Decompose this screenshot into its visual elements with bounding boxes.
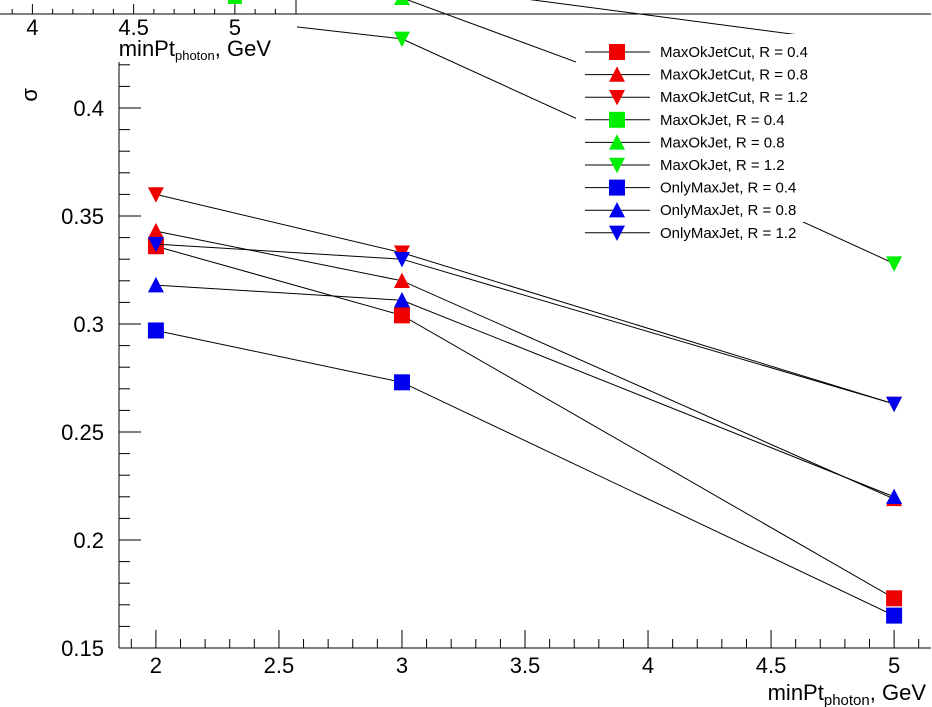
data-point: [886, 488, 903, 504]
series-line: [529, 0, 895, 49]
legend-item: OnlyMaxJet, R = 0.4: [585, 179, 796, 197]
data-point: [147, 236, 164, 253]
data-point: [147, 276, 164, 293]
legend-label: MaxOkJet, R = 1.2: [660, 157, 785, 174]
x-tick-label: 4.5: [756, 653, 787, 678]
legend-marker: [609, 134, 625, 150]
x-axis-title: minPtphoton, GeV: [768, 680, 927, 707]
x-tick-label: 4: [642, 653, 654, 678]
legend-item: OnlyMaxJet, R = 0.8: [585, 202, 796, 219]
legend-marker: [609, 157, 625, 174]
y-tick-labels: 0.15 0.2 0.25 0.3 0.35 0.4: [61, 96, 104, 661]
inset-data-point: [227, 0, 242, 4]
inset-x-axis-title-unit: , GeV: [215, 36, 272, 61]
series-1: [147, 238, 903, 607]
legend-item: OnlyMaxJet, R = 1.2: [585, 225, 796, 242]
series-8: [147, 276, 903, 504]
inset-x-axis-title: minPtphoton, GeV: [119, 36, 272, 63]
series-line: [155, 245, 895, 599]
inset-panel: 4 4.5 5: [0, 0, 931, 62]
data-point: [393, 31, 410, 48]
legend-label: MaxOkJet, R = 0.4: [660, 112, 785, 129]
y-tick-label: 0.35: [61, 204, 104, 229]
inset-x-tick-label: 5: [229, 15, 241, 40]
data-point: [393, 307, 410, 324]
x-tick-label: 3: [396, 653, 408, 678]
x-axis-title-main: minPt: [768, 680, 824, 705]
series-line: [155, 329, 895, 617]
legend-label: OnlyMaxJet, R = 0.8: [660, 202, 796, 219]
legend-item: MaxOkJetCut, R = 0.4: [585, 44, 808, 61]
axis-ticks: [119, 0, 920, 649]
legend-label: OnlyMaxJet, R = 0.4: [660, 180, 796, 197]
x-tick-label: 2.5: [264, 653, 295, 678]
x-axis-title-unit: , GeV: [870, 680, 927, 705]
series-line: [155, 243, 895, 405]
data-point: [393, 374, 410, 391]
data-point: [886, 396, 903, 413]
legend-marker: [609, 179, 625, 196]
x-axis-title-sub: photon: [824, 692, 870, 707]
legend-marker: [609, 225, 625, 241]
inset-x-tick-label: 4: [26, 15, 38, 40]
inset-x-tick-label: 4.5: [118, 15, 149, 40]
y-tick-label: 0.25: [61, 420, 104, 445]
data-point: [147, 322, 164, 339]
legend-item: MaxOkJet, R = 0.4: [585, 111, 785, 129]
legend: MaxOkJetCut, R = 0.4 MaxOkJetCut, R = 0.8…: [576, 34, 931, 242]
legend-marker: [609, 44, 625, 60]
x-tick-labels: 2 2.5 3 3.5 4 4.5 5: [150, 653, 900, 678]
series-7: [147, 322, 903, 624]
y-tick-label: 0.4: [73, 96, 104, 121]
series-9: [147, 236, 903, 413]
data-point: [147, 222, 164, 239]
inset-x-axis-title-sub: photon: [175, 48, 215, 63]
data-point: [393, 0, 410, 6]
x-tick-label: 2: [150, 653, 162, 678]
data-point: [393, 292, 410, 308]
data-point: [393, 272, 410, 288]
legend-marker: [609, 202, 625, 218]
series-line: [155, 230, 895, 500]
legend-label: MaxOkJetCut, R = 0.8: [660, 67, 808, 84]
x-tick-label: 5: [888, 653, 900, 678]
y-tick-label: 0.15: [61, 636, 104, 661]
y-tick-label: 0.2: [73, 528, 104, 553]
data-point: [393, 252, 410, 268]
inset-x-axis-title-main: minPt: [119, 36, 175, 61]
legend-item: MaxOkJetCut, R = 0.8: [585, 66, 808, 84]
inset-background: [0, 0, 297, 62]
legend-item: MaxOkJet, R = 0.8: [585, 134, 785, 151]
legend-label: MaxOkJet, R = 0.8: [660, 134, 785, 151]
y-axis-title: σ: [17, 88, 42, 102]
series-2: [147, 222, 903, 507]
legend-label: MaxOkJetCut, R = 0.4: [660, 44, 808, 61]
legend-marker: [609, 111, 625, 128]
x-tick-label: 3.5: [510, 653, 541, 678]
data-point: [886, 607, 903, 624]
series-line: [155, 284, 895, 498]
legend-marker: [609, 90, 625, 106]
legend-item: MaxOkJet, R = 1.2: [585, 157, 785, 174]
legend-box: [576, 34, 931, 222]
data-point: [886, 590, 903, 607]
legend-marker: [609, 66, 625, 82]
legend-label: OnlyMaxJet, R = 1.2: [660, 225, 796, 242]
legend-item: MaxOkJetCut, R = 1.2: [585, 89, 808, 106]
data-point: [886, 256, 903, 272]
data-point: [147, 187, 164, 203]
legend-label: MaxOkJetCut, R = 1.2: [660, 89, 808, 106]
y-tick-label: 0.3: [73, 312, 104, 337]
